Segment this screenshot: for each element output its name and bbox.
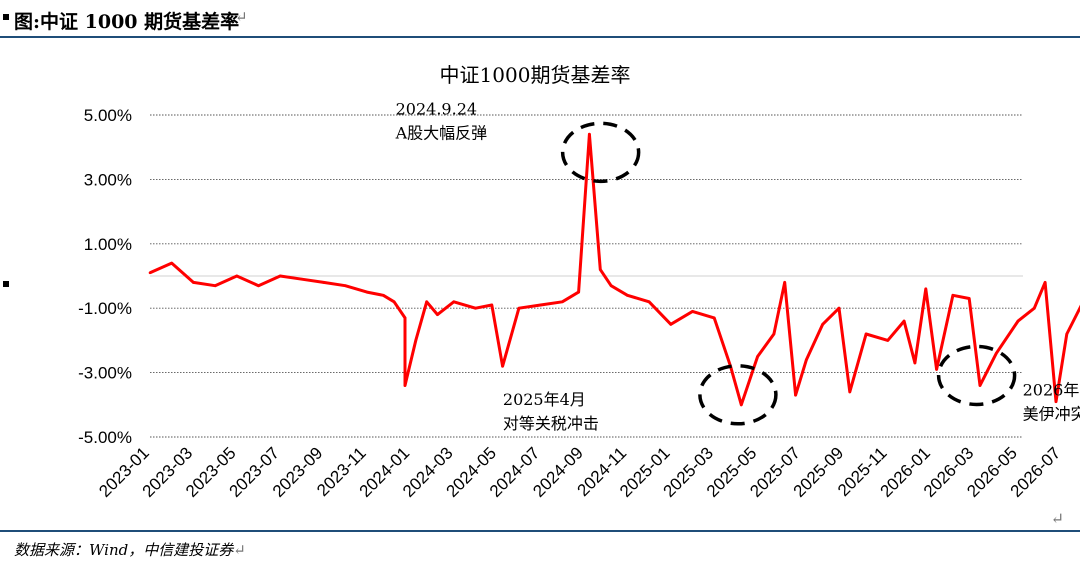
data-point bbox=[403, 384, 407, 387]
data-point bbox=[561, 300, 564, 304]
y-tick-label: 3.00% bbox=[84, 170, 132, 189]
data-point bbox=[837, 306, 841, 310]
data-point bbox=[669, 323, 673, 326]
data-point bbox=[577, 290, 580, 294]
data-point bbox=[1043, 281, 1047, 284]
data-point bbox=[864, 332, 868, 336]
y-tick-label: 1.00% bbox=[84, 235, 132, 254]
data-point bbox=[436, 313, 439, 316]
y-tick-label: -1.00% bbox=[78, 299, 132, 318]
data-point bbox=[213, 284, 217, 287]
basis-rate-line bbox=[149, 132, 1080, 407]
data-point bbox=[192, 281, 195, 284]
data-point bbox=[452, 300, 456, 304]
data-source-text: 数据来源：Wind，中信建投证券 bbox=[14, 541, 234, 559]
data-point bbox=[490, 303, 494, 307]
data-point bbox=[805, 358, 808, 362]
data-point bbox=[300, 277, 304, 281]
data-source-note: 数据来源：Wind，中信建投证券↵ bbox=[14, 539, 246, 560]
data-point bbox=[740, 403, 743, 407]
data-point bbox=[1016, 319, 1020, 323]
data-point bbox=[344, 284, 347, 287]
data-point bbox=[935, 368, 938, 371]
annotation-label: 2026年3月 bbox=[1023, 380, 1080, 399]
return-mark-icon: ↵ bbox=[233, 541, 246, 559]
data-point bbox=[539, 303, 542, 307]
data-point bbox=[322, 281, 325, 284]
y-tick-label: 5.00% bbox=[84, 106, 132, 125]
annotation-label: 美伊冲突 bbox=[1023, 404, 1080, 423]
data-point bbox=[821, 323, 824, 326]
data-point bbox=[794, 393, 797, 397]
data-point bbox=[712, 316, 716, 320]
data-point bbox=[913, 361, 917, 365]
data-point bbox=[886, 339, 890, 342]
data-point bbox=[474, 306, 477, 310]
highlight-ellipse bbox=[936, 344, 1017, 407]
data-point bbox=[517, 306, 521, 310]
data-point bbox=[392, 300, 396, 304]
data-point bbox=[1032, 306, 1036, 310]
highlight-ellipse bbox=[560, 121, 641, 184]
return-mark-icon: ↵ bbox=[235, 8, 248, 26]
annotation-label: 2025年4月 bbox=[503, 390, 586, 409]
data-point bbox=[924, 287, 928, 291]
data-point bbox=[425, 300, 428, 304]
data-point bbox=[967, 297, 971, 300]
data-point bbox=[365, 290, 369, 294]
report-header: 图:中证 1000 期货基差率 ↵ bbox=[0, 0, 1080, 38]
highlight-ellipse bbox=[698, 364, 778, 426]
data-point bbox=[609, 284, 613, 287]
data-point bbox=[1065, 332, 1069, 336]
figure-title: 图:中证 1000 期货基差率 bbox=[14, 11, 240, 33]
data-point bbox=[148, 271, 152, 275]
return-mark-icon: ↵ bbox=[1050, 509, 1064, 528]
header-bullet-icon bbox=[3, 14, 9, 20]
data-point bbox=[257, 284, 260, 287]
data-point bbox=[170, 261, 173, 265]
y-axis: 5.00% 3.00% 1.00% -1.00% -3.00% -5.00% bbox=[78, 106, 132, 447]
data-point bbox=[403, 316, 407, 320]
y-tick-label: -3.00% bbox=[78, 364, 132, 383]
footer-divider bbox=[0, 530, 1080, 532]
header-divider bbox=[0, 36, 1080, 38]
y-tick-label: -5.00% bbox=[78, 428, 132, 447]
data-point bbox=[951, 294, 955, 297]
data-point bbox=[1054, 400, 1058, 403]
chart-title: 中证1000期货基差率 bbox=[440, 63, 631, 87]
data-point bbox=[691, 310, 694, 313]
x-axis: 2023-012023-032023-052023-072023-092023-… bbox=[95, 443, 1064, 501]
data-point bbox=[783, 281, 787, 284]
annotation-label: A股大幅反弹 bbox=[395, 123, 488, 142]
data-point bbox=[381, 294, 385, 297]
data-point bbox=[626, 294, 629, 297]
data-point bbox=[756, 355, 759, 358]
data-point bbox=[235, 274, 239, 278]
paragraph-bullet-icon bbox=[3, 281, 9, 287]
data-point bbox=[414, 339, 418, 342]
series-layer bbox=[148, 132, 1080, 407]
annotation-label: 2024.9.24 bbox=[396, 99, 477, 118]
gridlines bbox=[150, 114, 1023, 438]
data-point bbox=[772, 332, 776, 336]
annotation-label: 对等关税冲击 bbox=[503, 414, 599, 433]
data-point bbox=[501, 364, 504, 368]
data-point bbox=[902, 319, 906, 323]
data-point bbox=[588, 133, 591, 136]
data-point bbox=[647, 300, 651, 304]
data-point bbox=[278, 274, 282, 278]
basis-rate-chart: 中证1000期货基差率 5.00% 3.00% 1.00% -1.00% -3.00% -… bbox=[78, 63, 1080, 501]
data-point bbox=[848, 390, 852, 394]
data-point bbox=[598, 268, 602, 271]
data-point bbox=[978, 384, 982, 387]
data-point bbox=[995, 351, 998, 355]
